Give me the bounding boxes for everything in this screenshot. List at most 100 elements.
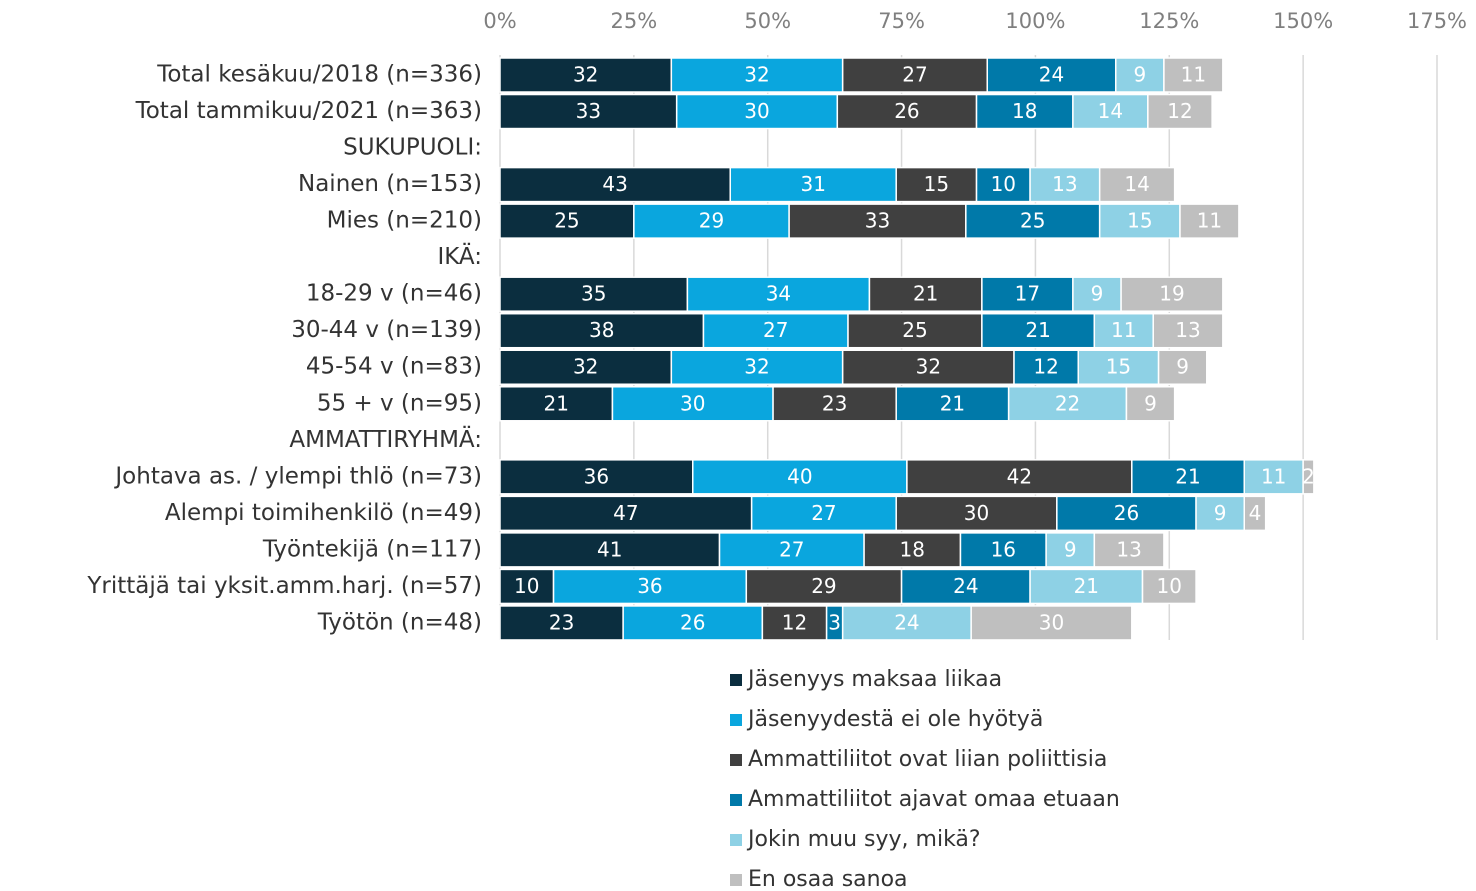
legend-label: Jokin muu syy, mikä?	[746, 827, 981, 852]
bar-segment	[1152, 312, 1224, 349]
bar-segment	[1056, 495, 1197, 532]
bar-segment	[1243, 459, 1304, 495]
data-label: 10	[514, 574, 539, 598]
data-label: 26	[894, 99, 919, 123]
data-label: 43	[602, 172, 627, 196]
bar-segment	[729, 166, 897, 203]
data-label: 12	[782, 610, 807, 634]
x-tick-label: 50%	[744, 9, 791, 33]
data-label: 25	[902, 318, 927, 342]
bar-segment	[1302, 459, 1315, 495]
bar-segment	[1093, 532, 1165, 568]
bar-segment	[868, 276, 983, 312]
data-label: 30	[744, 99, 769, 123]
data-label: 36	[584, 464, 609, 488]
bar-segment	[499, 459, 694, 495]
data-label: 21	[1074, 574, 1099, 598]
data-label: 25	[1020, 209, 1045, 233]
bar-segment	[1195, 495, 1245, 532]
bar-segment	[965, 203, 1101, 239]
data-label: 33	[865, 209, 890, 233]
bar-segment	[611, 386, 774, 422]
data-label: 27	[811, 501, 836, 525]
y-tick-label: 45-54 v (n=83)	[306, 354, 482, 380]
data-label: 38	[589, 318, 614, 342]
data-label: 24	[953, 574, 978, 598]
bar-segment	[970, 605, 1133, 641]
legend-label: Ammattiliitot ajavat omaa etuaan	[748, 787, 1120, 812]
data-label: 21	[1025, 318, 1050, 342]
bar-segment	[772, 386, 897, 422]
data-label: 36	[637, 574, 662, 598]
legend-swatch	[730, 834, 742, 846]
x-tick-label: 125%	[1139, 9, 1199, 33]
data-label: 29	[811, 574, 836, 598]
bar-segment	[675, 93, 839, 130]
data-label: 47	[613, 501, 638, 525]
y-tick-label: SUKUPUOLI:	[343, 135, 482, 161]
bar-segment	[1029, 568, 1144, 605]
legend-swatch	[730, 714, 742, 726]
bar-segment	[499, 532, 721, 568]
data-label: 10	[991, 172, 1016, 196]
y-tick-label: 18-29 v (n=46)	[306, 281, 482, 307]
legend-label: Ammattiliitot ovat liian poliittisia	[748, 747, 1107, 772]
y-tick-label: Mies (n=210)	[327, 208, 482, 234]
data-label: 42	[1007, 464, 1032, 488]
bar-segment	[692, 459, 908, 495]
data-label: 14	[1098, 99, 1123, 123]
bar-segment	[499, 93, 678, 130]
data-label: 15	[924, 172, 949, 196]
data-label: 3	[828, 610, 841, 634]
data-label: 21	[913, 282, 938, 306]
bar-segment	[750, 495, 897, 532]
bar-segment	[1163, 57, 1224, 93]
bar-segment	[499, 203, 635, 239]
data-label: 24	[894, 610, 919, 634]
data-label: 26	[1114, 501, 1139, 525]
data-label: 23	[549, 610, 574, 634]
data-label: 41	[597, 537, 622, 561]
x-tick-label: 0%	[483, 9, 516, 33]
data-label: 33	[576, 99, 601, 123]
bar-segment	[1179, 203, 1240, 239]
bar-segment	[1072, 93, 1149, 130]
data-label: 23	[822, 391, 847, 415]
bar-segment	[499, 166, 731, 203]
data-label: 18	[1012, 99, 1037, 123]
legend-swatch	[730, 674, 742, 686]
bar-segment	[499, 312, 705, 349]
data-label: 30	[680, 391, 705, 415]
legend-swatch	[730, 794, 742, 806]
legend-swatch	[730, 874, 742, 886]
data-label: 13	[1175, 318, 1200, 342]
y-tick-label: Alempi toimihenkilö (n=49)	[165, 500, 482, 526]
bar-segment	[499, 386, 614, 422]
bar-segment	[718, 532, 865, 568]
data-label: 27	[902, 63, 927, 87]
data-label: 32	[573, 355, 598, 379]
data-label: 32	[744, 355, 769, 379]
data-label: 9	[1091, 282, 1104, 306]
data-label: 9	[1133, 63, 1146, 87]
bar-segment	[1120, 276, 1224, 312]
bar-segment	[1125, 386, 1176, 422]
y-tick-label: Työntekijä (n=117)	[262, 536, 482, 562]
data-label: 10	[1157, 574, 1182, 598]
data-label: 9	[1214, 501, 1227, 525]
bar-segment	[841, 349, 1015, 385]
bar-segment	[1147, 93, 1213, 130]
y-tick-label: IKÄ:	[437, 242, 482, 270]
bar-segment	[1141, 568, 1197, 605]
data-label: 16	[991, 537, 1016, 561]
bar-segment	[1093, 312, 1154, 349]
bar-segment	[686, 276, 871, 312]
bar-segment	[900, 568, 1031, 605]
bar-segment	[863, 532, 962, 568]
data-label: 31	[800, 172, 825, 196]
bar-segment	[906, 459, 1133, 495]
legend-swatch	[730, 754, 742, 766]
bar-segment	[633, 203, 790, 239]
data-label: 32	[573, 63, 598, 87]
